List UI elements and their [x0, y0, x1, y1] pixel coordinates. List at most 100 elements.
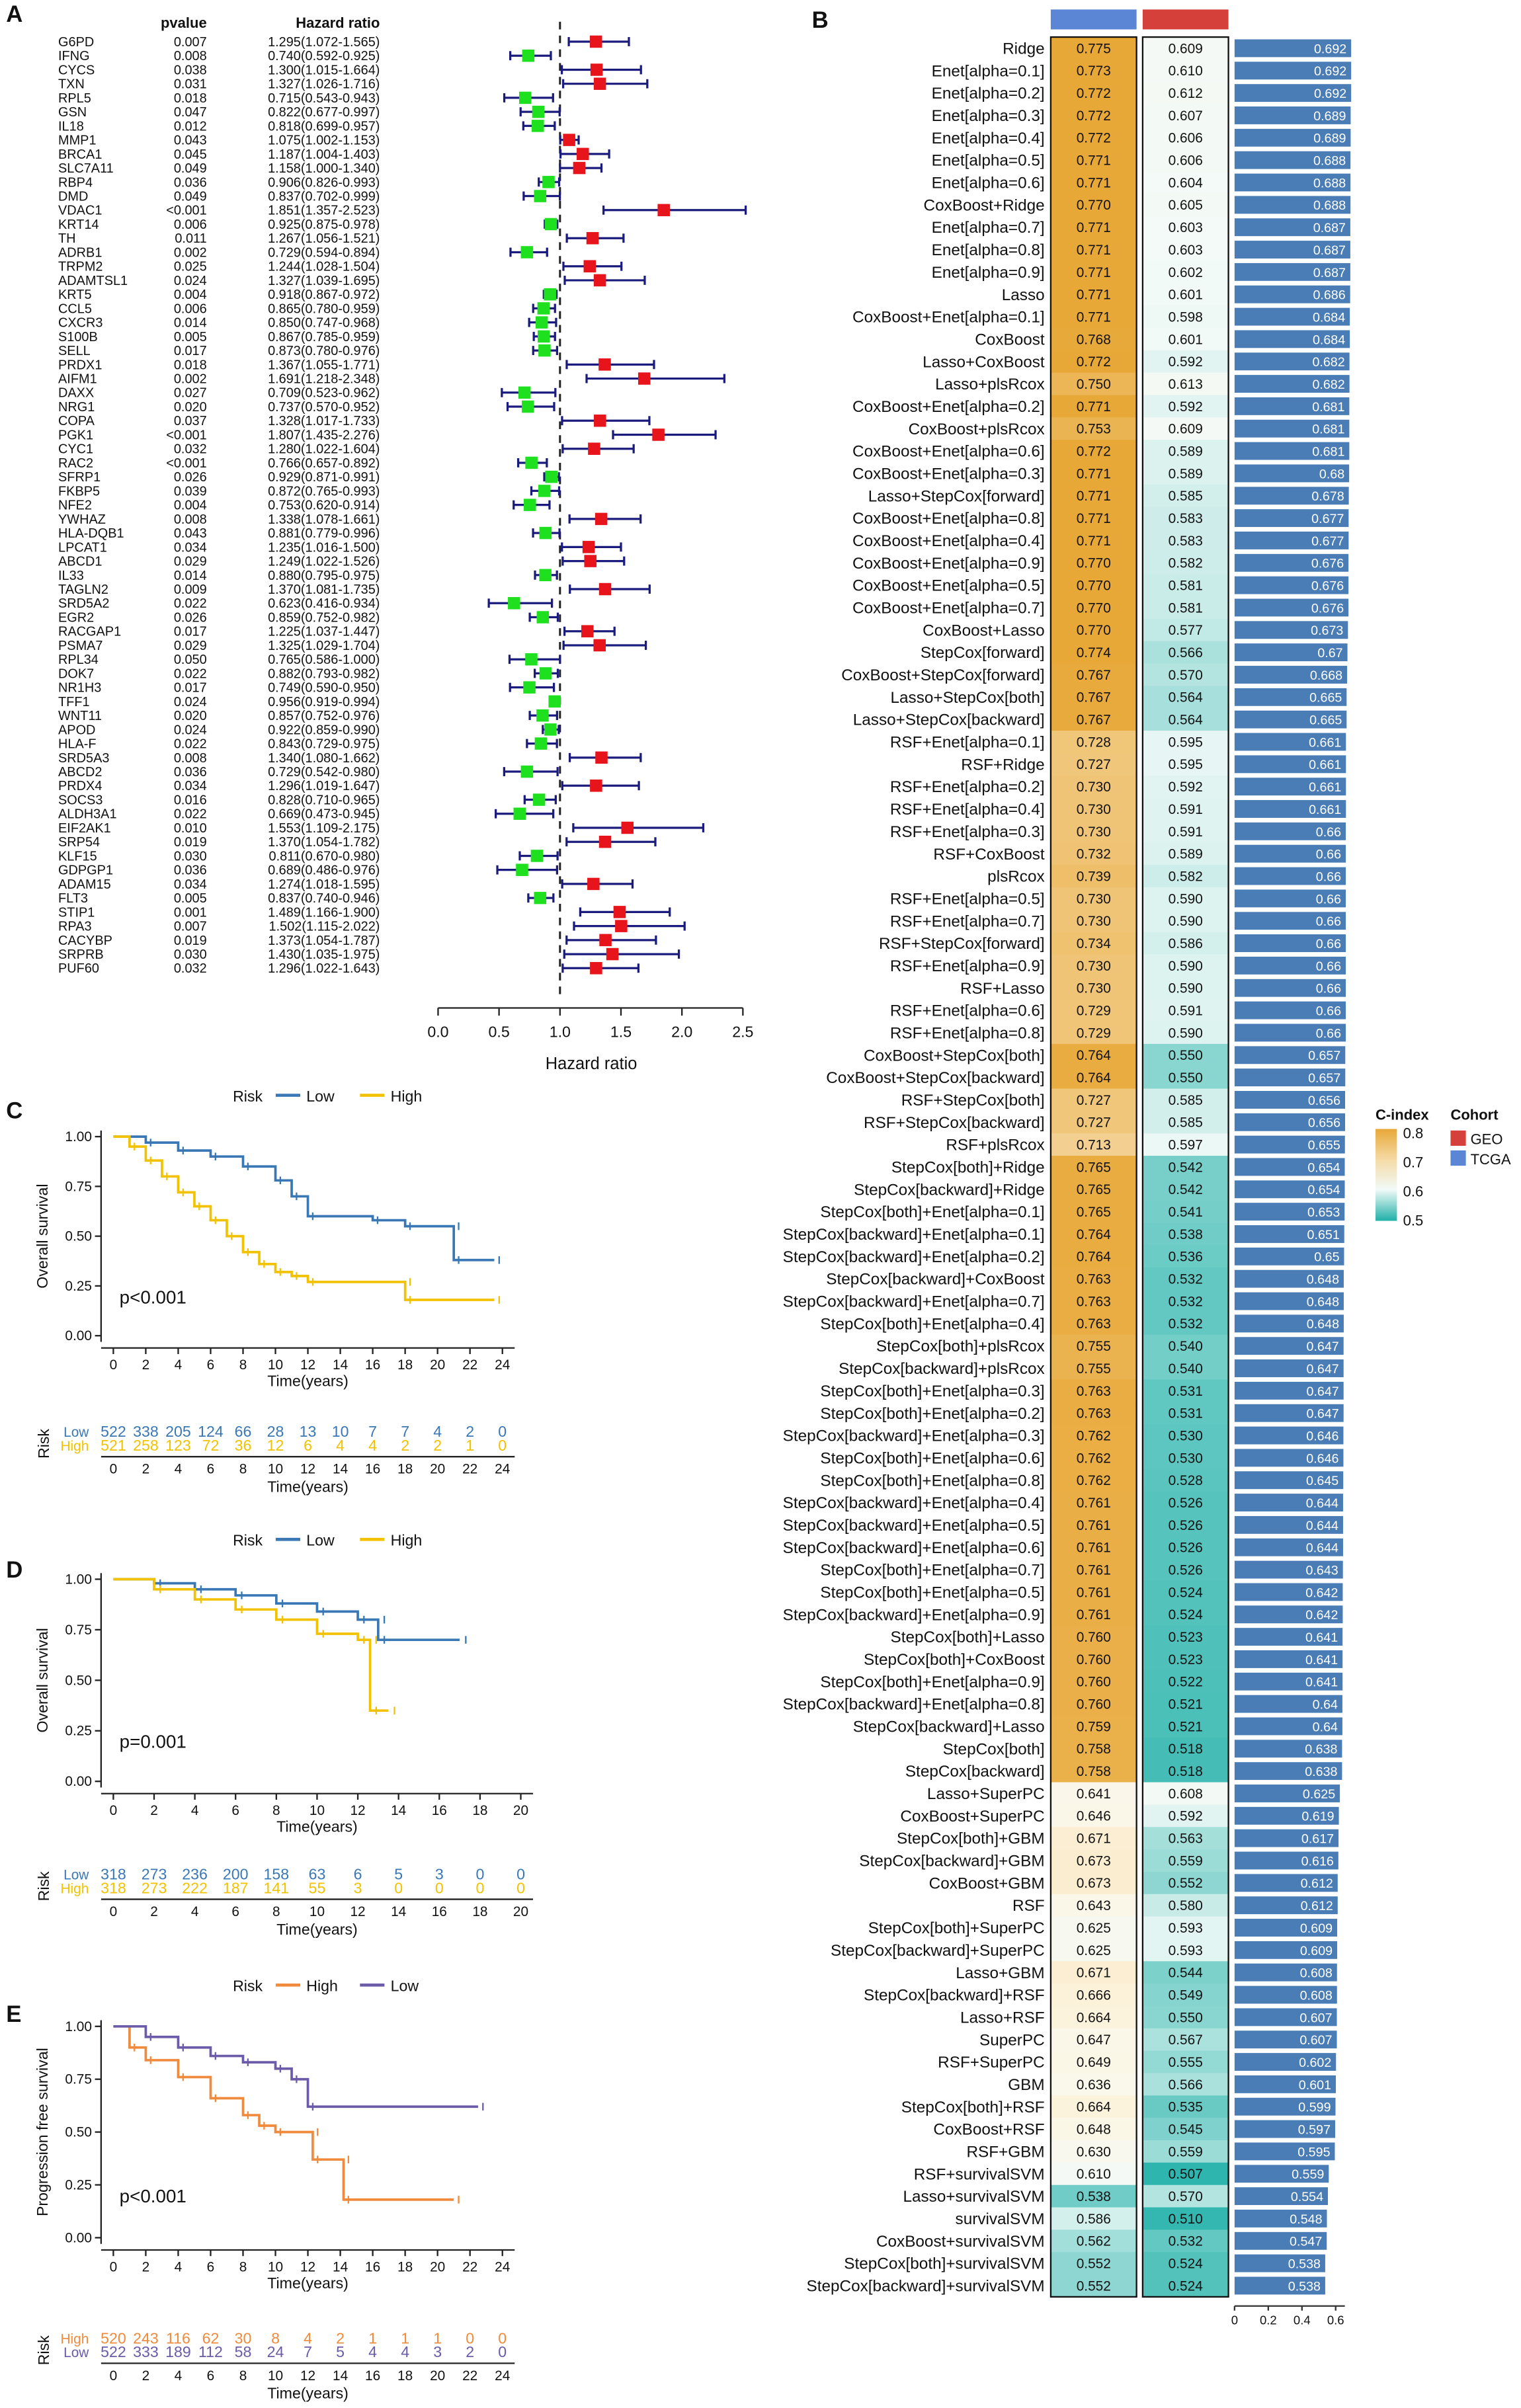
mean-cindex-bar: [1234, 2008, 1337, 2027]
gene-name: TRPM2: [58, 260, 103, 274]
model-name: StepCox[backward]+plsRcox: [839, 1360, 1044, 1378]
mean-cindex-value: 0.661: [1309, 758, 1341, 772]
model-name: StepCox[backward]+GBM: [859, 1853, 1044, 1870]
hazard-ratio-text: 0.753(0.620-0.914): [268, 499, 380, 513]
cindex-value: 0.586: [1169, 936, 1203, 951]
cindex-cell: [1142, 551, 1229, 575]
cindex-cell: [1050, 1334, 1137, 1358]
at-risk-count: 62: [202, 2329, 220, 2347]
x-tick-label: 24: [495, 2259, 510, 2274]
cindex-cell: [1050, 2274, 1137, 2298]
mean-cindex-value: 0.643: [1306, 1563, 1338, 1578]
cindex-cell: [1050, 2207, 1137, 2231]
cindex-cell: [1142, 2162, 1229, 2186]
cindex-value: 0.598: [1169, 309, 1203, 325]
at-risk-count: 338: [133, 1423, 159, 1440]
cindex-cell: [1142, 2095, 1229, 2118]
mean-cindex-bar: [1234, 666, 1348, 684]
gene-name: SRD5A3: [58, 751, 109, 766]
hr-marker: [544, 218, 557, 231]
mean-cindex-value: 0.648: [1307, 1317, 1339, 1332]
mean-cindex-value: 0.689: [1313, 132, 1346, 146]
pvalue: 0.034: [174, 779, 207, 793]
cindex-value: 0.729: [1077, 1025, 1111, 1041]
geo-swatch: [1450, 1130, 1466, 1146]
risk-table-group: Low: [63, 1867, 89, 1882]
mean-cindex-bar: [1234, 151, 1351, 169]
cindex-value: 0.592: [1169, 780, 1203, 795]
cindex-value: 0.524: [1169, 2278, 1203, 2294]
mean-cindex-value: 0.678: [1311, 489, 1344, 504]
pvalue: 0.039: [174, 484, 207, 499]
pvalue: 0.004: [174, 499, 207, 513]
x-tick-label: 10: [268, 2259, 283, 2274]
model-name: RSF+StepCox[backward]: [864, 1114, 1045, 1132]
mean-cindex-value: 0.692: [1314, 64, 1346, 79]
hr-marker: [548, 695, 561, 708]
gene-name: PUF60: [58, 961, 99, 976]
mean-cindex-value: 0.681: [1312, 400, 1344, 415]
cindex-cell: [1142, 216, 1229, 239]
cindex-cell: [1142, 372, 1229, 396]
mean-cindex-bar: [1234, 2209, 1327, 2227]
cindex-cell: [1142, 1334, 1229, 1358]
cindex-cell: [1142, 909, 1229, 933]
cindex-value: 0.567: [1169, 2032, 1203, 2048]
risk-legend-label: High: [306, 1978, 338, 1995]
pvalue: 0.007: [174, 35, 207, 50]
hazard-ratio-text: 0.850(0.747-0.968): [268, 316, 380, 331]
cindex-cell: [1142, 1513, 1229, 1537]
pvalue: 0.022: [174, 737, 207, 752]
mean-cindex-bar: [1234, 1001, 1346, 1020]
hazard-ratio-text: 1.370(1.054-1.782): [268, 835, 380, 850]
mean-cindex-bar: [1234, 419, 1350, 438]
pvalue: 0.036: [174, 863, 207, 878]
x-tick-label: 0.0: [427, 1023, 448, 1041]
gene-name: TFF1: [58, 695, 90, 709]
risk-x-tick-label: 18: [397, 2368, 413, 2384]
cindex-value: 0.763: [1077, 1384, 1111, 1399]
gene-name: SRP54: [58, 835, 100, 850]
at-risk-count: 4: [304, 2329, 312, 2347]
cindex-cell: [1050, 887, 1137, 910]
mean-cindex-bar: [1234, 1494, 1343, 1512]
hazard-ratio-text: 1.235(1.016-1.500): [268, 540, 380, 555]
risk-x-tick-label: 8: [239, 2368, 247, 2384]
cindex-cell: [1142, 775, 1229, 799]
model-name: RSF+SuperPC: [938, 2054, 1044, 2071]
cindex-cell: [1050, 81, 1137, 105]
mean-cindex-bar: [1234, 1717, 1342, 1736]
at-risk-count: 6: [354, 1865, 362, 1882]
cindex-cell: [1142, 417, 1229, 440]
hazard-ratio-text: 0.766(0.657-0.892): [268, 456, 380, 471]
at-risk-count: 58: [235, 2343, 252, 2360]
mean-cindex-bar: [1234, 2075, 1336, 2093]
cindex-cell: [1142, 2050, 1229, 2074]
cindex-value: 0.524: [1169, 1607, 1203, 1623]
cindex-value: 0.771: [1077, 243, 1111, 258]
cindex-cell: [1050, 283, 1137, 306]
risk-x-tick-label: 0: [110, 2368, 118, 2384]
cindex-value: 0.541: [1169, 1205, 1203, 1220]
cindex-cell: [1050, 104, 1137, 128]
cindex-value: 0.559: [1169, 1853, 1203, 1868]
mean-cindex-bar: [1234, 1381, 1344, 1400]
at-risk-count: 4: [368, 1437, 377, 1454]
cindex-value: 0.581: [1169, 579, 1203, 594]
cindex-value: 0.545: [1169, 2122, 1203, 2137]
at-risk-count: 2: [466, 2343, 474, 2360]
cindex-value: 0.739: [1077, 869, 1111, 884]
cindex-cell: [1142, 2252, 1229, 2275]
cindex-value: 0.535: [1169, 2100, 1203, 2115]
gene-name: CACYBP: [58, 934, 112, 948]
cindex-value: 0.758: [1077, 1742, 1111, 1757]
model-name: StepCox[both]+Enet[alpha=0.7]: [820, 1562, 1044, 1580]
mean-cindex-value: 0.656: [1308, 1116, 1340, 1131]
risk-legend-label: High: [391, 1088, 423, 1105]
cindex-value: 0.713: [1077, 1138, 1111, 1153]
pvalue: 0.020: [174, 400, 207, 415]
model-name: Lasso+StepCox[both]: [891, 689, 1045, 707]
mean-cindex-bar: [1234, 1359, 1344, 1377]
cindex-cell: [1050, 1939, 1137, 1962]
model-name: RSF+survivalSVM: [914, 2165, 1045, 2183]
